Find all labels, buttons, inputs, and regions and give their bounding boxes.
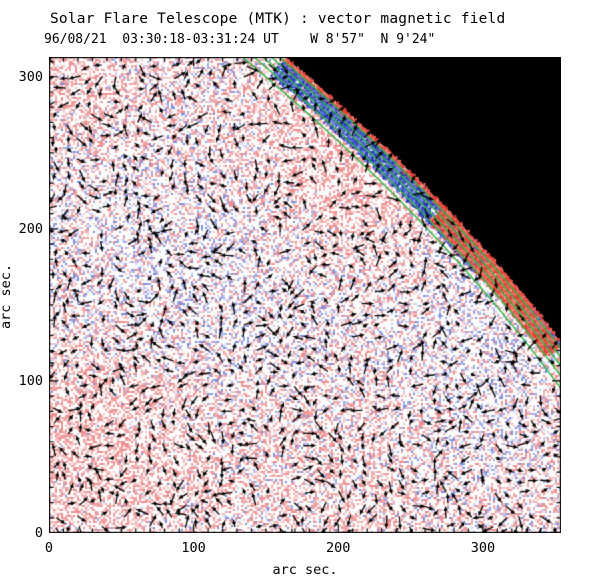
y-tick-label: 0 (34, 525, 43, 541)
y-tick-label: 200 (18, 220, 43, 237)
x-tick-label: 200 (326, 540, 351, 556)
x-tick-label: 300 (470, 540, 496, 556)
magnetogram-canvas (49, 57, 561, 533)
x-tick-label: 0 (44, 540, 54, 556)
x-axis-title: arc sec. (272, 562, 338, 578)
y-tick-label: 300 (18, 68, 43, 85)
x-tick-label: 100 (181, 540, 206, 556)
figure-subtitle: 96/08/21 03:30:18-03:31:24 UT W 8'57" N … (44, 32, 436, 47)
plot-area (49, 57, 561, 533)
y-axis-title: arc sec. (0, 263, 14, 329)
y-tick-label: 100 (18, 372, 43, 389)
figure-title: Solar Flare Telescope (MTK) : vector mag… (50, 11, 506, 27)
